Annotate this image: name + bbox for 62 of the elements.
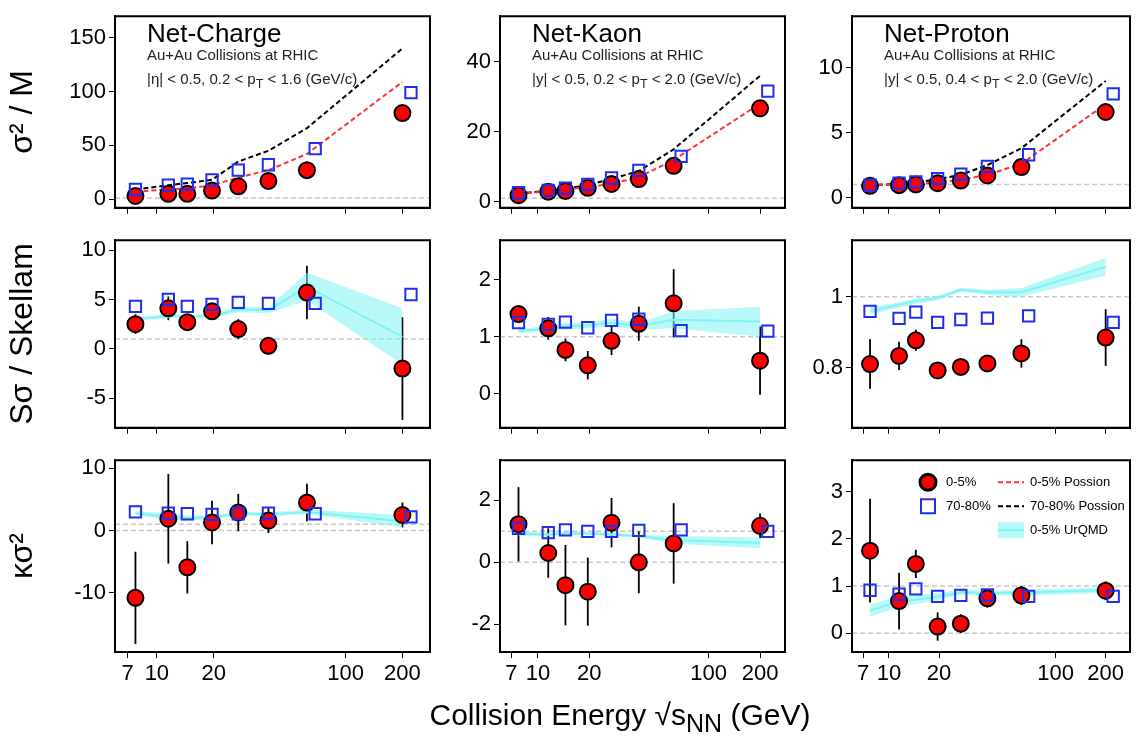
y-tick-label: 0 [478, 379, 491, 405]
chart-title: Net-Charge [147, 18, 282, 49]
x-tick-label: 10 [144, 660, 170, 686]
y-tick-label: -5 [86, 384, 106, 410]
y-tick-label: -10 [74, 578, 106, 604]
legend-label: 0-5% UrQMD [1030, 521, 1109, 537]
legend-label: 0-5% [946, 473, 977, 489]
legend-label: 70-80% [946, 497, 992, 513]
x-tick-label: 20 [201, 660, 226, 686]
x-tick-label: 100 [327, 660, 364, 686]
annotation: Au+Au Collisions at RHIC [532, 46, 704, 63]
y-tick-label: 5 [830, 118, 843, 144]
text: 70-80% Possion [1030, 497, 1125, 513]
annotation: |η| < 0.5, 0.2 < p$_{T}$ < 1.6 (GeV/c) [147, 70, 358, 91]
y-tick-label: 10 [81, 454, 106, 480]
chart-title: Net-Proton [884, 18, 1010, 49]
y-tick-label: 150 [69, 23, 106, 49]
y-tick-label: 0 [93, 334, 106, 360]
y-axis-title: κσ² [3, 532, 40, 580]
x-tick-label: 7 [121, 660, 134, 686]
y-tick-label: 1 [478, 322, 491, 348]
x-tick-label: 10 [525, 660, 551, 686]
x-tick-label: 100 [1037, 660, 1074, 686]
y-tick-label: 100 [69, 77, 106, 103]
x-tick-label: 20 [926, 660, 952, 686]
text: 0-5% Possion [1030, 473, 1111, 489]
y-tick-label: 3 [830, 477, 843, 503]
y-tick-label: 0.8 [812, 353, 843, 379]
y-tick-label: 0 [93, 185, 106, 211]
y-tick-label: -2 [471, 610, 491, 636]
y-tick-label: 1 [830, 572, 843, 598]
y-tick-label: 50 [81, 131, 106, 157]
annotation: Au+Au Collisions at RHIC [147, 46, 319, 63]
x-tick-label: 20 [577, 660, 602, 686]
chart-title: Net-Kaon [532, 18, 642, 49]
annotation: |y| < 0.5, 0.4 < p$_{T}$ < 2.0 (GeV/c) [884, 70, 1094, 91]
y-tick-label: 10 [81, 236, 106, 262]
y-tick-label: 5 [93, 285, 106, 311]
y-tick-label: 0 [478, 187, 491, 213]
x-tick-label: 100 [690, 660, 727, 686]
y-tick-label: 40 [466, 47, 491, 73]
y-tick-label: 2 [478, 266, 491, 292]
y-tick-label: 2 [478, 486, 491, 512]
annotation: |y| < 0.5, 0.2 < p$_{T}$ < 2.0 (GeV/c) [532, 70, 742, 91]
y-tick-label: 20 [466, 117, 491, 143]
x-axis-title: Collision Energy √s$_{NN}$ (GeV) [429, 698, 811, 738]
y-tick-label: 0 [830, 183, 843, 209]
annotation: Au+Au Collisions at RHIC [884, 46, 1056, 63]
y-axis-title: Sσ / Skellam [3, 243, 40, 425]
y-tick-label: 0 [93, 516, 106, 542]
y-tick-label: 2 [830, 524, 843, 550]
y-tick-label: 10 [818, 54, 843, 80]
x-tick-label: 7 [857, 660, 870, 686]
x-tick-label: 200 [384, 660, 421, 686]
x-tick-label: 10 [876, 660, 902, 686]
x-tick-label: 200 [741, 660, 779, 686]
x-tick-label: 7 [505, 660, 518, 686]
y-tick-label: 1 [830, 282, 843, 308]
x-tick-label: 200 [1087, 660, 1125, 686]
y-tick-label: 0 [478, 548, 491, 574]
y-axis-title: σ² / M [3, 70, 40, 154]
y-tick-label: 0 [830, 619, 843, 645]
